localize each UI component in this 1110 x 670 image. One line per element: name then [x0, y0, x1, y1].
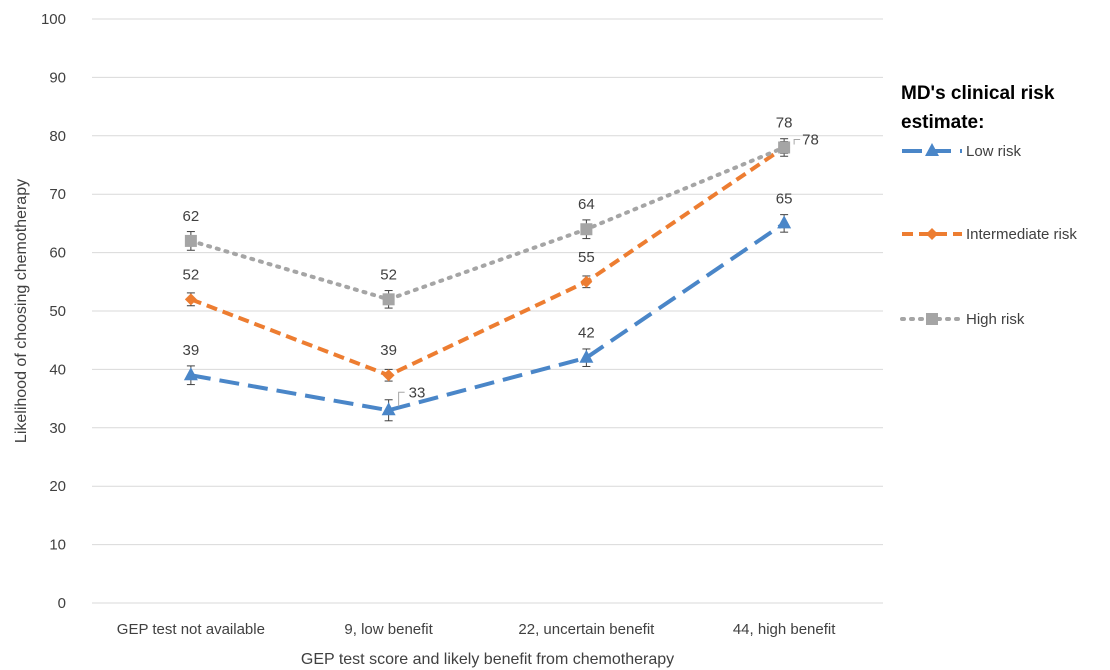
marker-square [382, 293, 395, 306]
legend-title-line: MD's clinical risk [901, 83, 1055, 104]
marker-triangle [925, 143, 939, 156]
marker-diamond [580, 275, 593, 288]
y-tick-label: 30 [49, 420, 66, 437]
marker-triangle [183, 367, 198, 381]
label-leader-line [398, 391, 405, 407]
gridlines [92, 18, 883, 604]
y-tick-label: 60 [49, 245, 66, 262]
marker-square [926, 313, 938, 325]
marker-diamond [382, 369, 395, 382]
series-line [190, 221, 786, 413]
series-high-risk [184, 138, 791, 309]
x-axis-ticks: GEP test not available 9, low benefit 22, … [117, 621, 836, 638]
y-tick-label: 90 [49, 69, 66, 86]
legend-item-low-risk: Low risk [902, 143, 1022, 160]
data-label: 33 [409, 384, 426, 401]
y-tick-label: 80 [49, 128, 66, 145]
y-tick-label: 40 [49, 361, 66, 378]
data-label: 62 [183, 208, 200, 225]
marker-diamond [926, 228, 938, 240]
data-label: 65 [776, 190, 793, 207]
series-intermediate-risk [184, 141, 791, 382]
data-label: 64 [578, 196, 595, 213]
data-label: 52 [380, 266, 397, 283]
marker-triangle [777, 215, 792, 229]
data-labels: 39 33 42 65 52 39 55 78 62 52 64 78 [183, 114, 819, 407]
legend-title: MD's clinical risk estimate: [901, 83, 1055, 133]
y-tick-label: 20 [49, 478, 66, 495]
data-label: 78 [776, 114, 793, 131]
y-axis-ticks: 0 10 20 30 40 50 60 70 80 90 100 [41, 11, 66, 612]
marker-square [184, 234, 197, 247]
x-axis-title: GEP test score and likely benefit from c… [301, 651, 674, 668]
marker-triangle [579, 349, 594, 363]
legend-label: Low risk [966, 143, 1022, 160]
y-axis-title: Likelihood of choosing chemotherapy [13, 179, 30, 443]
data-label: 55 [578, 249, 595, 266]
data-label: 42 [578, 325, 595, 342]
legend: MD's clinical risk estimate: Low risk Inte… [900, 83, 1077, 328]
data-label: 52 [183, 266, 200, 283]
x-tick-label: GEP test not available [117, 621, 265, 638]
data-label: 39 [380, 342, 397, 359]
data-label: 39 [183, 342, 200, 359]
data-label: 78 [802, 131, 819, 148]
y-tick-label: 10 [49, 537, 66, 554]
y-tick-label: 70 [49, 186, 66, 203]
marker-square [580, 223, 593, 236]
legend-item-high-risk: High risk [900, 311, 1025, 328]
y-tick-label: 100 [41, 11, 66, 28]
legend-label: Intermediate risk [966, 226, 1077, 243]
legend-item-intermediate-risk: Intermediate risk [902, 226, 1077, 243]
y-tick-label: 50 [49, 303, 66, 320]
legend-title-line: estimate: [901, 112, 984, 133]
series-low-risk [183, 214, 792, 422]
x-tick-label: 9, low benefit [344, 621, 433, 638]
x-tick-label: 22, uncertain benefit [518, 621, 655, 638]
label-leader-line [793, 138, 801, 145]
marker-triangle [381, 402, 396, 416]
series-line [188, 145, 787, 302]
legend-label: High risk [966, 311, 1025, 328]
marker-diamond [184, 293, 197, 306]
marker-square [778, 141, 791, 154]
x-tick-label: 44, high benefit [733, 621, 836, 638]
series-layer [183, 138, 792, 422]
series-line [190, 145, 786, 378]
y-tick-label: 0 [58, 595, 66, 612]
